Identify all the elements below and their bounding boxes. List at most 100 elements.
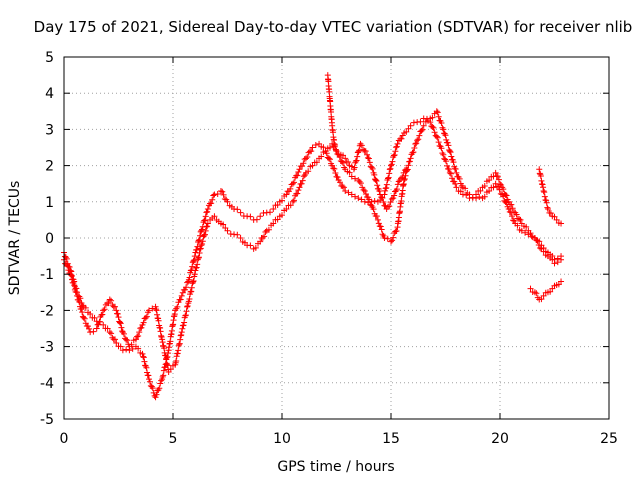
data-point <box>178 292 185 299</box>
data-point <box>346 169 353 176</box>
data-point <box>368 164 375 171</box>
data-point <box>289 198 296 205</box>
data-point <box>384 203 391 210</box>
data-point <box>202 227 209 234</box>
x-axis-label: GPS time / hours <box>277 459 394 475</box>
data-point <box>458 182 465 189</box>
data-point <box>118 324 125 331</box>
y-tick-label: -1 <box>40 267 54 283</box>
data-point <box>446 169 453 176</box>
data-point <box>388 162 394 169</box>
data-point <box>294 190 301 197</box>
data-point <box>553 216 560 223</box>
data-point <box>444 139 451 146</box>
data-point <box>492 180 499 187</box>
data-point <box>496 186 503 193</box>
data-point <box>394 181 401 188</box>
data-point <box>469 194 476 201</box>
data-point <box>108 330 115 337</box>
data-point <box>494 173 501 180</box>
data-point <box>544 206 551 213</box>
data-point <box>359 184 366 191</box>
x-tick-label: 10 <box>273 431 291 447</box>
data-point <box>457 188 464 195</box>
data-point <box>411 145 418 152</box>
data-point <box>287 202 294 209</box>
data-point <box>87 311 94 318</box>
data-point <box>433 133 440 140</box>
data-point <box>143 313 150 320</box>
data-point <box>508 201 515 208</box>
data-point <box>391 192 398 199</box>
data-point <box>76 298 83 305</box>
data-point <box>146 378 153 385</box>
y-tick-label: -2 <box>40 303 54 319</box>
data-point <box>152 394 159 401</box>
data-point <box>128 341 135 348</box>
y-tick-label: -3 <box>40 340 54 356</box>
data-point <box>541 189 548 196</box>
data-point <box>177 332 184 339</box>
data-point <box>149 305 156 312</box>
data-point <box>495 183 502 190</box>
data-point <box>440 151 447 158</box>
data-point <box>503 192 510 199</box>
data-point <box>123 336 130 343</box>
data-point <box>265 226 272 233</box>
data-point <box>445 166 452 173</box>
data-point <box>79 302 86 309</box>
data-point <box>435 113 442 120</box>
y-tick-label: 5 <box>45 50 54 66</box>
data-point <box>358 142 365 149</box>
data-point <box>360 186 367 193</box>
y-tick-label: 1 <box>45 195 54 211</box>
data-point <box>409 149 416 156</box>
data-point <box>65 267 72 274</box>
data-point <box>177 296 184 303</box>
data-point <box>514 215 521 222</box>
data-point <box>453 169 460 176</box>
data-point <box>298 180 305 187</box>
data-point <box>214 191 221 198</box>
series-track-a <box>61 115 565 401</box>
data-point <box>558 220 565 227</box>
data-point <box>383 184 390 191</box>
data-point <box>136 329 143 336</box>
data-point <box>177 336 184 343</box>
data-point <box>466 191 473 198</box>
data-point <box>140 354 147 361</box>
data-point <box>224 227 231 234</box>
data-point <box>160 372 167 379</box>
data-point <box>73 289 80 296</box>
data-point <box>390 234 397 241</box>
data-point <box>371 198 378 205</box>
data-point <box>135 333 142 340</box>
data-point <box>261 233 268 240</box>
data-point <box>234 206 241 213</box>
data-point <box>161 349 168 356</box>
data-point <box>536 166 543 173</box>
data-point <box>191 253 198 260</box>
data-point <box>262 229 269 236</box>
data-point <box>112 336 119 343</box>
data-point <box>540 184 547 191</box>
data-point <box>537 172 544 179</box>
data-point <box>375 220 382 227</box>
data-point <box>257 213 264 220</box>
data-point <box>509 205 516 212</box>
data-point <box>106 329 113 336</box>
data-point <box>90 328 97 335</box>
data-point <box>517 216 524 223</box>
data-point <box>167 366 174 373</box>
data-point <box>332 141 339 148</box>
data-point <box>481 182 488 189</box>
data-point <box>417 118 424 125</box>
data-point <box>160 367 167 374</box>
data-point <box>313 159 320 166</box>
data-point <box>191 257 198 264</box>
data-point <box>68 272 75 279</box>
data-point <box>514 222 521 229</box>
series-track-b <box>61 108 565 375</box>
data-point <box>330 165 337 172</box>
data-point <box>378 226 385 233</box>
